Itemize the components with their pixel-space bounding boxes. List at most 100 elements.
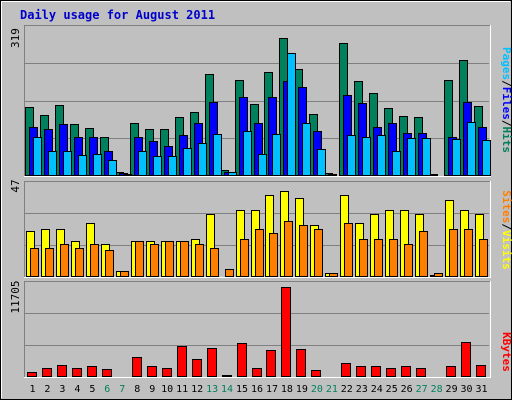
day-label-3: 3 — [59, 384, 65, 395]
bar-sites-day-27 — [419, 231, 428, 277]
bar-sites-day-23 — [359, 239, 368, 277]
bar-kbytes-day-23 — [356, 366, 366, 377]
bar-kbytes-day-1 — [27, 372, 37, 377]
bar-sites-day-15 — [240, 239, 249, 277]
bar-pages-day-23 — [362, 137, 371, 176]
day-label-14: 14 — [221, 384, 233, 395]
day-label-22: 22 — [341, 384, 353, 395]
day-label-28: 28 — [431, 384, 443, 395]
day-label-29: 29 — [446, 384, 458, 395]
kbytes-plot-area — [24, 281, 490, 377]
day-label-11: 11 — [176, 384, 188, 395]
legend-files: Files — [500, 87, 512, 120]
bar-pages-day-26 — [407, 138, 416, 176]
bar-pages-day-8 — [138, 151, 147, 176]
day-label-12: 12 — [191, 384, 203, 395]
bar-pages-day-4 — [78, 155, 87, 176]
bar-sites-day-24 — [374, 239, 383, 277]
visits-sites-panel — [24, 181, 491, 278]
bar-sites-day-5 — [90, 244, 99, 277]
day-label-13: 13 — [206, 384, 218, 395]
bar-kbytes-day-3 — [57, 365, 67, 377]
bar-kbytes-day-12 — [192, 359, 202, 377]
bar-sites-day-29 — [449, 229, 458, 277]
bar-sites-day-7 — [120, 271, 129, 277]
bar-pages-day-7 — [123, 174, 132, 176]
day-label-7: 7 — [119, 384, 125, 395]
bar-kbytes-day-6 — [102, 369, 112, 377]
legend-sites: Sites — [500, 190, 512, 223]
bar-pages-day-29 — [452, 139, 461, 176]
bar-sites-day-4 — [75, 248, 84, 277]
bar-sites-day-17 — [269, 233, 278, 277]
day-label-25: 25 — [386, 384, 398, 395]
day-label-15: 15 — [236, 384, 248, 395]
bar-kbytes-day-18 — [281, 287, 291, 377]
legend-pages: Pages — [500, 47, 512, 80]
bar-kbytes-day-14 — [222, 375, 232, 377]
bar-pages-day-3 — [63, 151, 72, 176]
bar-kbytes-day-9 — [147, 366, 157, 377]
visits-panel-legend: Sites/Visits — [500, 190, 512, 270]
day-label-5: 5 — [89, 384, 95, 395]
bar-sites-day-1 — [30, 248, 39, 277]
bar-kbytes-day-27 — [416, 368, 426, 377]
day-label-4: 4 — [74, 384, 80, 395]
day-label-6: 6 — [104, 384, 110, 395]
bar-sites-day-25 — [389, 239, 398, 277]
bar-sites-day-31 — [479, 239, 488, 277]
bar-kbytes-day-15 — [237, 343, 247, 377]
bar-sites-day-14 — [225, 269, 234, 277]
legend-visits: Visits — [500, 230, 512, 270]
bar-pages-day-30 — [467, 122, 476, 176]
bar-kbytes-day-8 — [132, 357, 142, 377]
bar-kbytes-day-20 — [311, 370, 321, 377]
bar-sites-day-26 — [404, 244, 413, 277]
bar-pages-day-13 — [213, 134, 222, 176]
bar-sites-day-18 — [284, 221, 293, 277]
bar-pages-day-27 — [422, 138, 431, 176]
day-label-27: 27 — [416, 384, 428, 395]
bar-kbytes-day-26 — [401, 366, 411, 377]
bar-pages-day-17 — [272, 134, 281, 176]
bar-pages-day-11 — [183, 148, 192, 176]
bar-sites-day-2 — [45, 248, 54, 277]
bar-kbytes-day-4 — [72, 368, 82, 377]
bar-sites-day-3 — [60, 244, 69, 277]
day-label-9: 9 — [149, 384, 155, 395]
day-label-20: 20 — [311, 384, 323, 395]
bar-sites-day-13 — [210, 248, 219, 277]
bar-pages-day-14 — [228, 172, 237, 176]
day-label-17: 17 — [266, 384, 278, 395]
bar-pages-day-10 — [168, 156, 177, 176]
bar-kbytes-day-17 — [266, 350, 276, 377]
bar-sites-day-21 — [329, 273, 338, 277]
day-label-18: 18 — [281, 384, 293, 395]
bar-pages-day-25 — [392, 151, 401, 176]
bar-kbytes-day-19 — [296, 349, 306, 377]
day-label-30: 30 — [461, 384, 473, 395]
day-label-21: 21 — [326, 384, 338, 395]
chart-title: Daily usage for August 2011 — [20, 8, 215, 22]
bar-pages-day-5 — [93, 154, 102, 176]
bar-sites-day-30 — [464, 229, 473, 277]
bar-pages-day-24 — [377, 135, 386, 176]
bar-pages-day-2 — [48, 151, 57, 176]
kbytes-panel-legend: KBytes — [500, 332, 512, 372]
bar-sites-day-20 — [314, 229, 323, 277]
bar-pages-day-15 — [243, 131, 252, 176]
bar-kbytes-day-24 — [371, 366, 381, 377]
bar-kbytes-day-13 — [207, 348, 217, 377]
bar-kbytes-day-22 — [341, 363, 351, 377]
bar-sites-day-11 — [180, 241, 189, 277]
bar-pages-day-6 — [108, 160, 117, 176]
bar-kbytes-day-31 — [476, 365, 486, 377]
bar-kbytes-day-2 — [42, 368, 52, 377]
bar-sites-day-10 — [165, 241, 174, 277]
day-label-26: 26 — [401, 384, 413, 395]
hits-panel-legend: Pages/Files/Hits — [500, 47, 512, 153]
day-label-1: 1 — [29, 384, 35, 395]
bar-kbytes-day-11 — [177, 346, 187, 377]
day-label-8: 8 — [134, 384, 140, 395]
bar-pages-day-22 — [347, 135, 356, 176]
